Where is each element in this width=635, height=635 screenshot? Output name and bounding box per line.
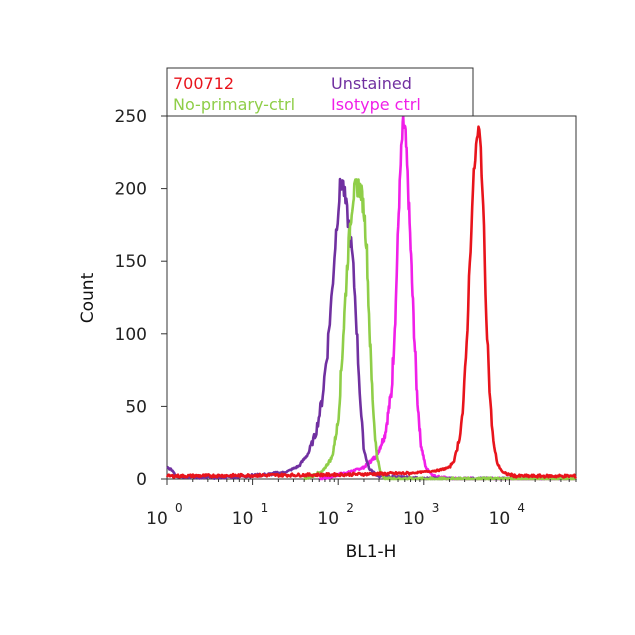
series-line-700712 <box>165 125 577 479</box>
x-tick-label: 10 <box>232 509 254 529</box>
x-tick-exponent: 1 <box>261 501 269 515</box>
legend-box <box>166 67 474 117</box>
x-tick-exponent: 0 <box>175 501 183 515</box>
x-tick-label: 10 <box>317 509 339 529</box>
y-tick-label: 200 <box>115 180 147 200</box>
y-tick-label: 0 <box>136 470 147 490</box>
series-layer <box>165 115 577 481</box>
y-axis-label: Count <box>78 272 98 323</box>
series-line-no-primary-ctrl <box>303 178 577 481</box>
x-tick-label: 10 <box>403 509 425 529</box>
x-tick-label: 10 <box>489 509 511 529</box>
y-tick-label: 100 <box>115 325 147 345</box>
legend-entry-unstained: Unstained <box>331 74 412 93</box>
legend-entry-no-primary-ctrl: No-primary-ctrl <box>173 95 295 114</box>
legend-entry-isotype-ctrl: Isotype ctrl <box>331 95 421 114</box>
y-tick-label: 50 <box>125 397 147 417</box>
y-axis: 0 50 100 150 200 250 <box>115 107 167 490</box>
legend-entry-700712: 700712 <box>173 74 234 93</box>
y-tick-label: 250 <box>115 107 147 127</box>
x-tick-exponent: 4 <box>517 501 525 515</box>
x-tick-exponent: 2 <box>346 501 354 515</box>
x-axis: 10 0 10 1 10 2 10 3 10 4 <box>146 479 577 529</box>
x-axis-label: BL1-H <box>346 542 397 562</box>
x-tick-label: 10 <box>146 509 168 529</box>
x-tick-exponent: 3 <box>432 501 440 515</box>
legend: 700712 Unstained No-primary-ctrl Isotype… <box>166 67 474 117</box>
y-tick-label: 150 <box>115 252 147 272</box>
